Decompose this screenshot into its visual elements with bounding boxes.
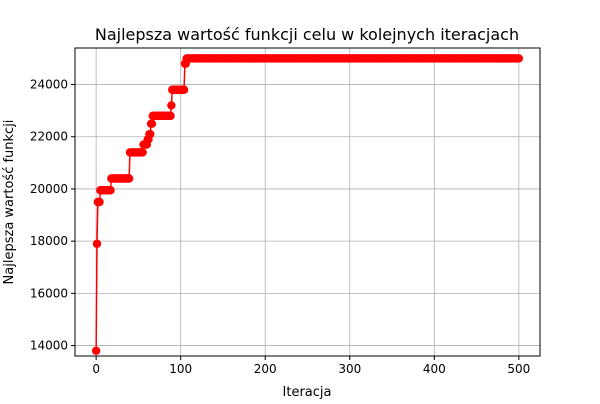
x-axis-label: Iteracja xyxy=(283,385,332,400)
data-point xyxy=(106,186,115,195)
x-tick-label: 0 xyxy=(92,362,100,376)
data-point xyxy=(179,85,189,94)
data-point xyxy=(138,148,147,157)
x-tick-label: 200 xyxy=(254,362,277,376)
series-markers xyxy=(91,54,524,355)
data-point xyxy=(124,174,134,183)
y-tick-label: 16000 xyxy=(30,286,68,300)
y-axis-label: Najlepsza wartość funkcji xyxy=(2,120,17,285)
x-tick-label: 100 xyxy=(169,362,192,376)
data-point xyxy=(167,101,176,110)
y-tick-label: 24000 xyxy=(30,78,68,92)
data-point xyxy=(514,54,524,63)
x-tick-label: 300 xyxy=(338,362,361,376)
x-tick-label: 500 xyxy=(507,362,530,376)
plot-frame xyxy=(74,47,541,357)
chart-title: Najlepsza wartość funkcji celu w kolejny… xyxy=(95,25,519,44)
x-axis-ticks: 0 100 200 300 400 500 xyxy=(92,356,530,376)
y-tick-label: 22000 xyxy=(30,130,68,144)
y-tick-label: 14000 xyxy=(30,339,68,353)
data-point xyxy=(166,111,175,121)
data-point xyxy=(92,239,102,248)
y-tick-label: 18000 xyxy=(30,234,68,248)
y-axis-ticks: 14000 16000 18000 20000 22000 24000 xyxy=(30,78,75,353)
y-tick-label: 20000 xyxy=(30,182,68,196)
data-point xyxy=(146,129,155,139)
data-point xyxy=(91,346,101,355)
grid xyxy=(75,48,540,356)
x-tick-label: 400 xyxy=(423,362,446,376)
data-point xyxy=(147,119,157,128)
data-point xyxy=(95,197,104,207)
